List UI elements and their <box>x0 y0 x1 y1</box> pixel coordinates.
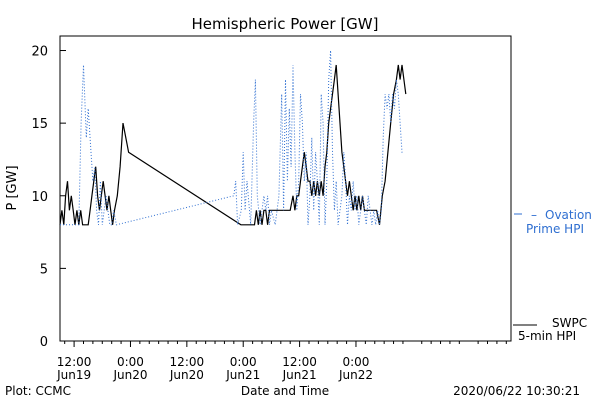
plot-frame <box>59 35 512 342</box>
legend-ovation-dash: – <box>531 208 537 222</box>
y-tick-label: 0 <box>40 335 48 350</box>
x-tick-time-label: 0:00 <box>342 355 369 369</box>
legend-ovation-label-2: Prime HPI <box>526 222 584 236</box>
x-tick-time-label: 0:00 <box>230 355 257 369</box>
footer-left: Plot: CCMC <box>5 384 71 398</box>
y-axis-label: P [GW] <box>5 165 20 210</box>
series-layer <box>59 50 407 226</box>
x-tick-time-label: 12:00 <box>282 355 317 369</box>
x-tick-date-label: Jun20 <box>112 368 147 382</box>
y-tick-label: 20 <box>31 45 48 60</box>
chart-title: Hemispheric Power [GW] <box>192 15 379 33</box>
x-tick-time-label: 12:00 <box>170 355 205 369</box>
y-axis-ticks: 0 5 10 15 20 <box>31 45 66 350</box>
x-tick-time-label: 12:00 <box>57 355 92 369</box>
x-axis-label: Date and Time <box>241 384 329 398</box>
y-tick-label: 5 <box>40 262 48 277</box>
legend-ovation-label-1: Ovation <box>545 208 592 222</box>
y-tick-label: 15 <box>31 117 48 132</box>
legend-swpc-label-1: SWPC <box>552 316 587 330</box>
footer-right: 2020/06/22 10:30:21 <box>453 384 580 398</box>
x-tick-date-label: Jun20 <box>169 368 204 382</box>
series-line-ovation <box>60 50 404 226</box>
x-axis-ticks: 12:00Jun190:00Jun2012:00Jun200:00Jun2112… <box>56 341 507 382</box>
y-tick-label: 10 <box>31 190 48 205</box>
x-tick-time-label: 0:00 <box>117 355 144 369</box>
x-tick-date-label: Jun21 <box>282 368 317 382</box>
legend-swpc-label-2: 5-min HPI <box>518 329 576 343</box>
series-line-swpc <box>59 64 407 226</box>
x-tick-date-label: Jun21 <box>225 368 260 382</box>
x-tick-date-label: Jun22 <box>338 368 373 382</box>
x-tick-date-label: Jun19 <box>56 368 91 382</box>
